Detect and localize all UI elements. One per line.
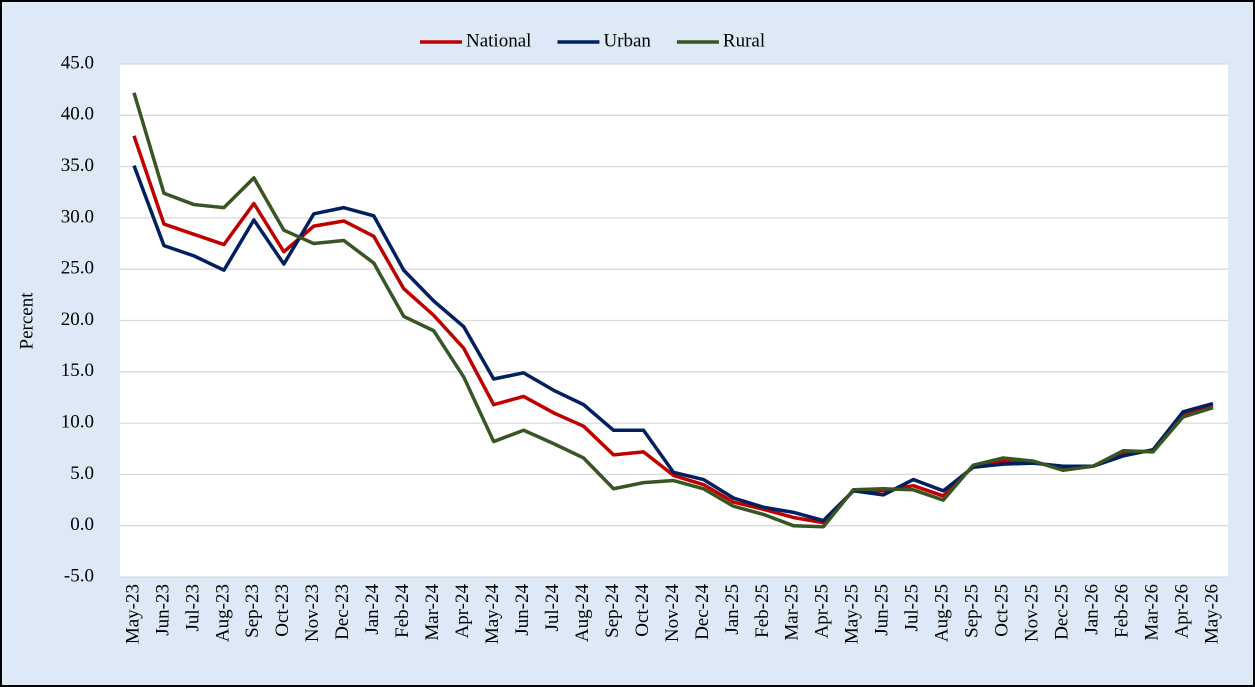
x-tick-label: Nov-24 [662,584,683,643]
y-tick-label: 0.0 [70,514,94,535]
x-tick-label: Nov-23 [302,584,323,642]
legend-label: Urban [603,30,651,51]
x-tick-label: Apr-24 [452,584,473,639]
x-tick-label: Sep-23 [242,584,263,638]
x-tick-label: Nov-25 [1022,584,1043,642]
series-line [132,164,1214,523]
x-tick-label: Dec-25 [1051,584,1072,640]
x-tick-label: Oct-23 [272,584,293,637]
y-axis-label: Percent [16,292,37,350]
y-tick-label: 20.0 [61,309,94,330]
x-tick-label: Jun-25 [872,584,893,636]
x-tick-label: Aug-25 [932,584,953,642]
x-tick-label: Jan-25 [722,584,743,635]
x-tick-label: Dec-24 [692,584,713,640]
x-tick-label: May-26 [1201,584,1222,644]
x-tick-label: Sep-24 [602,584,623,638]
x-tick-label: Dec-23 [332,584,353,640]
x-tick-label: May-24 [482,584,503,645]
x-tick-label: May-23 [122,584,143,644]
y-tick-label: 45.0 [61,52,94,73]
series-line [132,92,1214,529]
y-tick-label: 35.0 [61,155,94,176]
x-tick-label: Jul-24 [542,584,563,632]
x-tick-label: Mar-26 [1141,584,1162,641]
y-tick-label: 40.0 [61,104,94,125]
y-tick-label: 15.0 [61,360,94,381]
x-tick-label: Mar-25 [782,584,803,641]
x-tick-label: Feb-24 [392,584,413,638]
x-tick-label: Feb-25 [752,584,773,638]
x-tick-label: Aug-23 [212,584,233,642]
x-tick-label: Sep-25 [962,584,983,638]
y-tick-label: 30.0 [61,206,94,227]
x-tick-label: Apr-26 [1171,584,1192,639]
x-tick-label: Oct-25 [992,584,1013,637]
y-tick-label: -5.0 [64,565,94,586]
x-tick-label: Aug-24 [572,584,593,643]
x-tick-label: Jan-26 [1081,584,1102,635]
x-tick-label: Feb-26 [1111,584,1132,638]
x-tick-label: Mar-24 [422,584,443,641]
x-tick-label: Apr-25 [812,584,833,639]
legend-label: National [466,30,531,51]
y-tick-label: 5.0 [70,463,94,484]
x-tick-label: May-25 [842,584,863,644]
x-tick-label: Jun-24 [512,584,533,636]
x-tick-label: Jul-23 [182,584,203,632]
legend-label: Rural [723,30,765,51]
x-tick-label: Oct-24 [632,584,653,637]
y-tick-label: 25.0 [61,258,94,279]
x-tick-label: Jul-25 [902,584,923,632]
x-tick-label: Jan-24 [362,584,383,635]
y-tick-label: 10.0 [61,411,94,432]
x-tick-label: Jun-23 [152,584,173,636]
